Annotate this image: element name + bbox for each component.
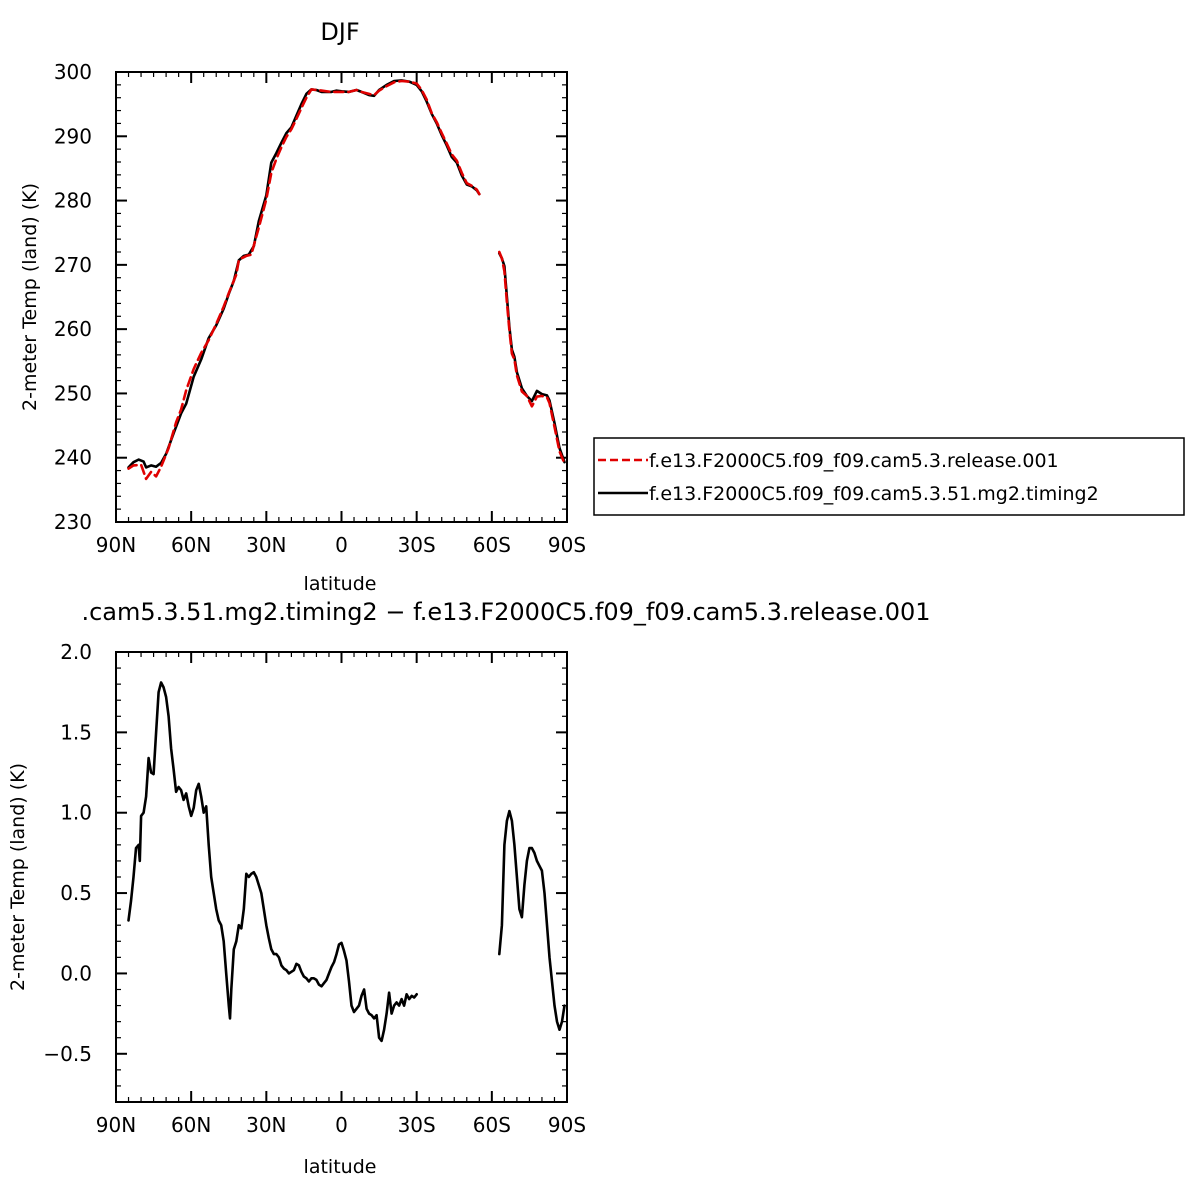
bottom-x-tick-label: 30S <box>398 1113 436 1137</box>
top-y-tick-label: 260 <box>54 317 92 341</box>
bottom-x-tick-label: 0 <box>335 1113 348 1137</box>
bottom-x-tick-label: 60S <box>473 1113 511 1137</box>
bottom-y-tick-label: 0.0 <box>60 961 92 985</box>
bottom-plot-frame <box>115 651 568 1103</box>
legend-entry-release: f.e13.F2000C5.f09_f09.cam5.3.release.001 <box>649 450 1059 472</box>
difference-panel: .cam5.3.51.mg2.timing2 − f.e13.F2000C5.f… <box>7 598 931 1178</box>
legend-entry-timing2: f.e13.F2000C5.f09_f09.cam5.3.51.mg2.timi… <box>649 483 1099 505</box>
bottom-x-tick-label: 90S <box>548 1113 586 1137</box>
top-x-tick-label: 60N <box>171 533 211 557</box>
top-x-tick-label: 90N <box>96 533 136 557</box>
top-plot-frame <box>115 71 568 523</box>
top-chart-title: DJF <box>320 18 359 46</box>
bottom-y-tick-label: 2.0 <box>60 640 92 664</box>
top-y-tick-label: 240 <box>54 446 92 470</box>
top-y-tick-label: 300 <box>54 60 92 84</box>
top-y-tick-label: 270 <box>54 253 92 277</box>
top-x-tick-label: 90S <box>548 533 586 557</box>
legend-box <box>593 437 1185 516</box>
legend: f.e13.F2000C5.f09_f09.cam5.3.release.001… <box>593 437 1185 516</box>
top-series-1-segment-1 <box>497 250 566 465</box>
top-series-1-segment-0 <box>127 79 481 481</box>
top-x-tick-label: 60S <box>473 533 511 557</box>
top-x-tick-label: 0 <box>335 533 348 557</box>
bottom-y-axis-label: 2-meter Temp (land) (K) <box>7 763 29 991</box>
temperature-panel: DJF 2-meter Temp (land) (K) latitude 90N… <box>19 18 1185 595</box>
top-x-tick-label: 30N <box>246 533 286 557</box>
top-y-tick-label: 230 <box>54 510 92 534</box>
top-y-axis-label: 2-meter Temp (land) (K) <box>19 183 41 411</box>
top-y-tick-label: 250 <box>54 381 92 405</box>
bottom-y-tick-label: −0.5 <box>43 1042 92 1066</box>
bottom-series-0-segment-1 <box>497 809 566 1031</box>
bottom-x-tick-label: 60N <box>171 1113 211 1137</box>
bottom-x-axis-label: latitude <box>304 1156 377 1178</box>
top-x-tick-label: 30S <box>398 533 436 557</box>
top-x-axis-label: latitude <box>304 573 377 595</box>
bottom-chart-title: .cam5.3.51.mg2.timing2 − f.e13.F2000C5.f… <box>81 598 930 626</box>
top-y-tick-label: 290 <box>54 124 92 148</box>
bottom-series-0-segment-0 <box>127 681 419 1043</box>
bottom-x-tick-label: 30N <box>246 1113 286 1137</box>
bottom-y-tick-label: 1.0 <box>60 801 92 825</box>
bottom-y-tick-label: 0.5 <box>60 881 92 905</box>
bottom-x-tick-label: 90N <box>96 1113 136 1137</box>
top-y-tick-label: 280 <box>54 189 92 213</box>
bottom-y-tick-label: 1.5 <box>60 720 92 744</box>
